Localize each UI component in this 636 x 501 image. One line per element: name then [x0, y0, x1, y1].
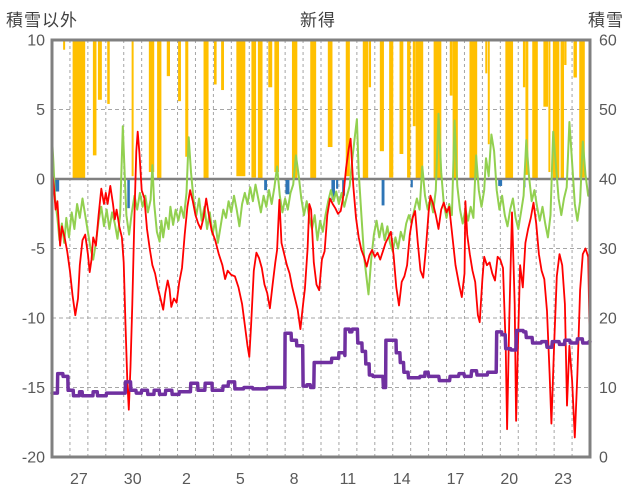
- sunshine-bar: [92, 41, 97, 156]
- precipitation-bar: [54, 180, 60, 192]
- sunshine-bar: [268, 41, 273, 88]
- x-axis-tick-label: 8: [290, 471, 299, 488]
- x-axis-tick-label: 14: [393, 471, 411, 488]
- sunshine-bar: [362, 41, 369, 179]
- right-axis-tick-label: 10: [599, 380, 617, 397]
- sunshine-bar: [203, 41, 209, 179]
- left-axis-tick-label: -5: [31, 241, 45, 258]
- x-axis-tick-label: 17: [447, 471, 465, 488]
- left-axis-tick-label: 10: [27, 33, 45, 50]
- left-axis-title: 積雪以外: [6, 11, 78, 30]
- sunshine-bar: [505, 41, 514, 179]
- left-axis-tick-label: -10: [22, 311, 45, 328]
- right-axis-tick-label: 40: [599, 172, 617, 189]
- sunshine-bar: [178, 41, 181, 102]
- sunshine-bar: [412, 41, 416, 127]
- precipitation-bar: [285, 180, 290, 195]
- sunshine-bar: [415, 41, 424, 179]
- right-axis-title: 積雪: [588, 11, 624, 30]
- precipitation-bar: [264, 180, 268, 191]
- x-axis-tick-label: 23: [554, 471, 572, 488]
- sunshine-bar: [148, 41, 155, 173]
- precipitation-bar: [127, 180, 130, 209]
- sunshine-bar: [63, 41, 66, 50]
- sunshine-bar: [389, 41, 394, 178]
- sunshine-bar: [543, 41, 549, 107]
- precipitation-bar: [410, 180, 413, 188]
- temperature-red-line: [51, 130, 591, 439]
- sunshine-bar: [310, 41, 317, 179]
- sunshine-bar: [487, 41, 490, 145]
- right-axis-tick-label: 0: [599, 450, 608, 467]
- x-axis-tick-label: 27: [70, 471, 88, 488]
- precipitation-bar: [331, 180, 335, 200]
- sunshine-bar: [166, 41, 171, 77]
- sunshine-bar: [345, 41, 350, 177]
- precipitation-bar: [498, 180, 503, 186]
- sunshine-bar: [552, 41, 560, 179]
- x-axis-tick-label: 5: [236, 471, 245, 488]
- left-axis-tick-label: -15: [22, 380, 45, 397]
- sunshine-bar: [433, 41, 442, 179]
- sunshine-bar: [573, 41, 577, 78]
- sunshine-bar: [97, 41, 102, 100]
- sunshine-bar: [379, 41, 384, 152]
- sunshine-bar: [157, 41, 162, 179]
- sunshine-bar: [525, 41, 529, 175]
- sunshine-bar: [560, 41, 564, 179]
- x-axis-tick-label: 30: [124, 471, 142, 488]
- sunshine-bar: [72, 41, 86, 179]
- sunshine-bar: [131, 41, 134, 177]
- station-title: 新得: [300, 11, 336, 30]
- sunshine-bar: [469, 41, 478, 179]
- sunshine-bar: [532, 41, 538, 179]
- sunshine-bar: [236, 41, 246, 177]
- sunshine-bar: [407, 41, 411, 178]
- sunshine-bar: [452, 41, 458, 179]
- x-axis-tick-label: 20: [500, 471, 518, 488]
- sunshine-bar: [107, 41, 110, 104]
- snow-depth-purple-line: [50, 327, 592, 398]
- x-axis-tick-label: 11: [340, 471, 357, 488]
- right-axis-tick-label: 30: [599, 241, 617, 258]
- sunshine-bar: [449, 41, 453, 96]
- precipitation-bar: [381, 180, 385, 206]
- sunshine-bar: [548, 41, 551, 173]
- sunshine-bar: [291, 41, 298, 179]
- sunshine-bar: [257, 41, 263, 179]
- left-axis-tick-label: 0: [36, 172, 45, 189]
- right-axis-tick-label: 60: [599, 33, 617, 50]
- plot-border: [50, 38, 592, 459]
- right-axis-tick-label: 50: [599, 102, 617, 119]
- sunshine-bar: [485, 41, 488, 74]
- left-axis-tick-label: -20: [22, 450, 45, 467]
- sunshine-bar: [251, 41, 257, 178]
- right-axis-tick-label: 20: [599, 311, 617, 328]
- sunshine-bar: [221, 41, 224, 91]
- precipitation-bar: [336, 180, 339, 189]
- sunshine-bar: [579, 41, 585, 178]
- sunshine-bar: [522, 41, 526, 88]
- green-line: [51, 112, 591, 296]
- sunshine-bar: [274, 41, 280, 173]
- sunshine-bar: [185, 41, 189, 157]
- x-axis-tick-label: 2: [182, 471, 191, 488]
- sunshine-bar: [368, 41, 372, 88]
- sunshine-bar: [327, 41, 333, 148]
- sunshine-bar: [213, 41, 217, 85]
- left-axis-tick-label: 5: [36, 102, 45, 119]
- sunshine-bar: [564, 41, 567, 66]
- sunshine-bar: [399, 41, 404, 154]
